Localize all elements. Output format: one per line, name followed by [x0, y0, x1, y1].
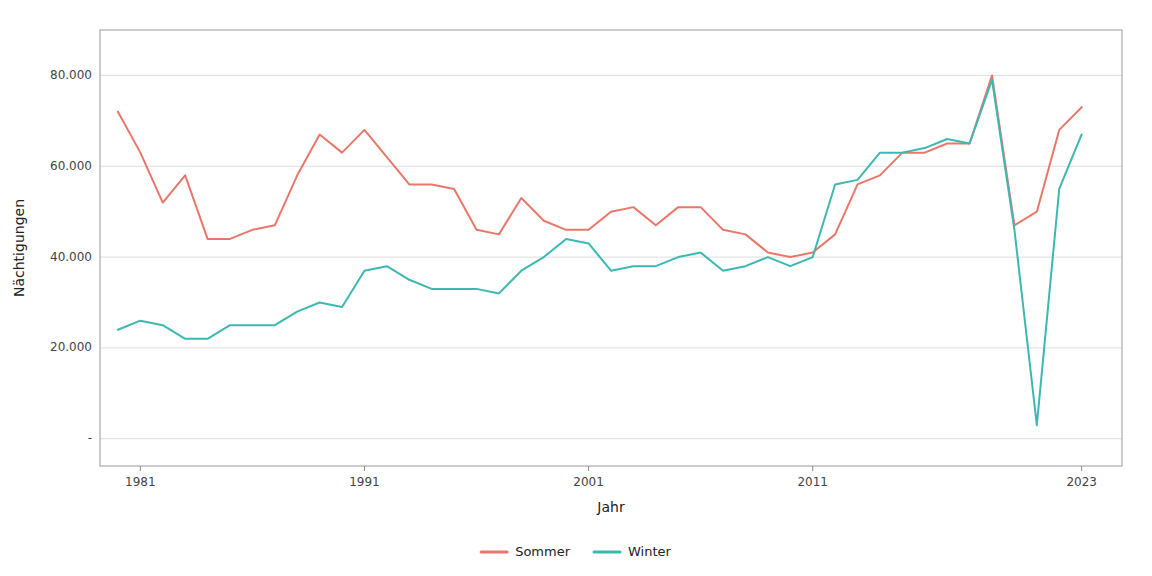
- y-tick-label: 40.000: [50, 250, 92, 264]
- x-tick: [364, 466, 365, 471]
- x-tick: [140, 466, 141, 471]
- legend-label: Winter: [628, 544, 672, 559]
- y-axis-label: Nächtigungen: [11, 199, 27, 297]
- y-grid: [100, 75, 1122, 438]
- legend-swatch: [481, 551, 507, 554]
- grid-line: [100, 257, 1122, 258]
- series-line: [118, 75, 1082, 257]
- x-tick-label: 2001: [573, 475, 604, 489]
- x-axis-label: Jahr: [596, 499, 625, 515]
- x-tick: [812, 466, 813, 471]
- legend-item: Winter: [594, 544, 672, 559]
- series-line: [118, 80, 1082, 425]
- x-tick: [588, 466, 589, 471]
- x-tick-label: 2011: [797, 475, 828, 489]
- x-tick-label: 2023: [1066, 475, 1097, 489]
- legend-label: Sommer: [515, 544, 571, 559]
- grid-line: [100, 347, 1122, 348]
- x-tick: [1081, 466, 1082, 471]
- x-tick-label: 1991: [349, 475, 380, 489]
- lines: [118, 75, 1082, 425]
- legend-item: Sommer: [481, 544, 571, 559]
- plot-frame: [100, 30, 1122, 466]
- x-tick-label: 1981: [125, 475, 156, 489]
- y-tick-labels: - 20.000 40.000 60.000 80.000: [50, 68, 92, 445]
- grid-line: [100, 438, 1122, 439]
- y-tick-label: -: [88, 431, 92, 445]
- chart: - 20.000 40.000 60.000 80.000 1981 1991 2001 201…: [0, 0, 1152, 576]
- y-tick-label: 80.000: [50, 68, 92, 82]
- y-tick-label: 20.000: [50, 340, 92, 354]
- plot-area: [100, 30, 1122, 466]
- grid-line: [100, 75, 1122, 76]
- legend: Sommer Winter: [481, 544, 671, 559]
- legend-swatch: [594, 551, 620, 554]
- x-tick-labels: 1981 1991 2001 2011 2023: [125, 466, 1097, 489]
- y-tick-label: 60.000: [50, 159, 92, 173]
- grid-line: [100, 166, 1122, 167]
